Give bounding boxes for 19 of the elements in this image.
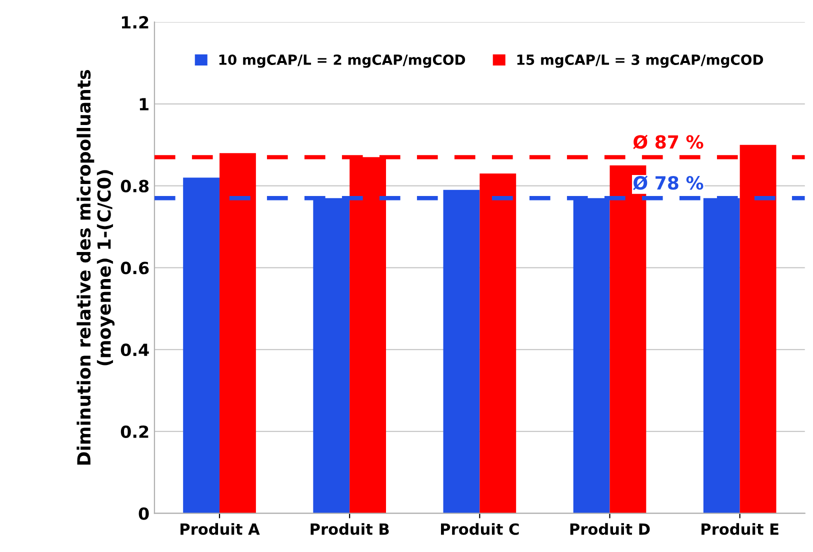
y-tick-label: 1 (140, 98, 148, 110)
bar (610, 165, 646, 514)
x-tick-label: Produit A (180, 523, 260, 535)
x-tick-label: Produit D (570, 523, 650, 535)
x-tick-label: Produit C (441, 523, 519, 535)
ref-line-label: Ø 87 % (633, 134, 704, 150)
y-tick-label: 0.4 (120, 344, 149, 356)
ref-line-label: Ø 78 % (633, 176, 704, 190)
x-tick-label: Produit E (702, 523, 778, 535)
y-tick-label: 0.6 (120, 262, 149, 274)
x-tick-label: Produit B (310, 523, 389, 535)
legend-label: 10 mgCAP/L = 2 mgCAP/mgCOD (219, 54, 466, 68)
bar (480, 174, 516, 514)
y-tick-label: 0.2 (120, 425, 148, 438)
y-tick-label: 0 (138, 507, 149, 520)
y-tick-label: 1.2 (122, 16, 148, 28)
y-axis-title: Diminution relative des micropolluants (moyenne) 1-(C/C0) (76, 70, 115, 465)
legend-label: 15 mgCAP/L = 3 mgCAP/mgCOD (517, 54, 764, 68)
y-tick-label: 0.8 (120, 180, 149, 192)
